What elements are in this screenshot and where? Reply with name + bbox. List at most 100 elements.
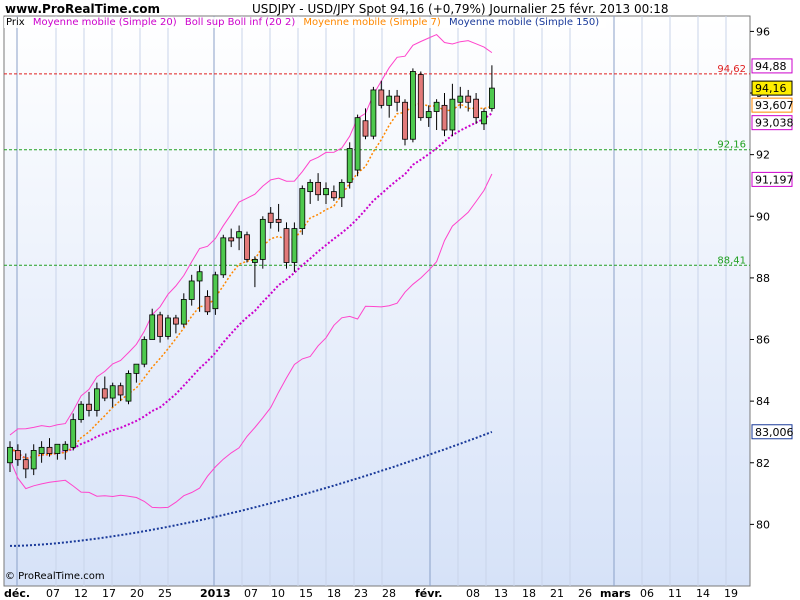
candle-body [330,191,337,199]
value-tag-box [751,80,793,96]
candle-body [70,419,77,448]
candle-body [117,385,124,396]
x-tick-label: 20 [130,587,144,600]
candle-body [465,95,472,103]
legend-item-price: Prix [6,17,25,28]
level-label: 94,62 [717,64,746,75]
candle-body [180,299,187,325]
legend: Prix Moyenne mobile (Simple 20) Boll sup… [4,17,607,28]
candle-body [283,228,290,263]
candle-body [457,95,464,103]
legend-item-sma150: Moyenne mobile (Simple 150) [449,17,600,28]
y-tick-label: 88 [756,272,770,285]
x-tick-label: 06 [640,587,654,600]
candle-body [228,237,235,242]
x-tick-label: 12 [74,587,88,600]
legend-item-sma20: Moyenne mobile (Simple 20) [32,17,177,28]
candle-body [62,443,69,451]
level-label: 92,16 [717,140,746,151]
candle-body [417,74,424,119]
candle-body [323,188,329,196]
copyright: © ProRealTime.com [5,571,105,582]
candle-body [315,181,322,196]
candle-body [54,443,61,454]
x-tick-label: 26 [578,587,592,600]
x-tick-label: 23 [354,587,368,600]
value-tag-label: 93,038 [755,117,794,130]
candle-body [488,87,495,109]
candle-body [362,120,369,137]
value-tag-box [751,58,793,74]
candle-body [449,98,456,131]
y-tick-label: 86 [756,334,770,347]
candle-body [259,218,266,260]
y-tick-label: 92 [756,149,770,162]
x-tick-label: 2013 [200,587,231,600]
x-tick-label: 07 [46,587,60,600]
legend-item-bollinger: Boll sup Boll inf (20 2) [184,17,296,28]
candle-body [157,314,164,337]
candle-body [441,104,448,131]
value-tag-box [751,115,793,131]
candle-body [196,271,203,282]
candle-body [378,89,385,106]
value-tag-label: 94,16 [755,82,787,95]
candle-body [481,111,487,125]
candle-body [244,234,250,260]
candle-body [94,388,100,411]
x-axis-ticks: déc. 07 12 17 20 25 2013 07 10 15 18 23 28 févr. 08 13 1… [4,587,738,600]
value-tag-label: 91,197 [755,173,794,186]
candle-body [291,228,298,263]
x-tick-label: 18 [522,587,536,600]
sma150-line [9,430,493,547]
legend-item-sma7: Moyenne mobile (Simple 7) [303,17,441,28]
candle-body [86,403,92,411]
candle-body [46,446,53,454]
x-tick-label: mars [600,587,631,600]
candle-body [125,373,132,402]
x-tick-label: 10 [271,587,285,600]
value-tag-label: 94,88 [755,60,787,73]
value-tag-box [751,171,793,187]
grid [16,16,727,586]
candle-body [386,95,393,106]
x-tick-label: 21 [550,587,564,600]
candle-body [473,98,480,119]
candle-body [14,450,21,461]
value-tag-label: 93,607 [755,99,794,112]
y-tick-label: 82 [756,457,770,470]
candle-body [165,317,171,337]
candle-body [425,111,432,119]
x-tick-label: févr. [415,587,442,600]
plot-background [3,15,751,587]
y-tick-label: 84 [756,395,770,408]
bollinger-lower-line [9,173,493,509]
candle-body [30,450,37,470]
y-tick-label: 90 [756,210,770,223]
candle-body [38,446,45,454]
candle-body [299,188,306,229]
candle-body [409,71,416,140]
candle-body [109,385,116,399]
candle-body [433,101,440,112]
candle-body [188,280,195,300]
candle-body [172,317,179,325]
chart-title: USDJPY - USD/JPY Spot 94,16 (+0,79%) Jou… [252,2,669,16]
value-tag-box [751,424,793,440]
candle-body [346,148,353,183]
candle-body [212,274,219,310]
candle-body [101,388,108,399]
level-lines: 94,62 92,16 88,41 [4,64,750,266]
value-tag-box [751,97,793,113]
x-tick-label: 19 [724,587,738,600]
x-tick-label: 28 [382,587,396,600]
candle-body [133,363,140,374]
candle-body [402,101,408,140]
candle-body [394,95,401,103]
candle-body [236,231,243,239]
x-tick-label: 17 [102,587,116,600]
candle-body [338,181,345,199]
x-tick-label: 25 [158,587,172,600]
y-axis-ticks: 808284868890929496 [750,25,770,531]
